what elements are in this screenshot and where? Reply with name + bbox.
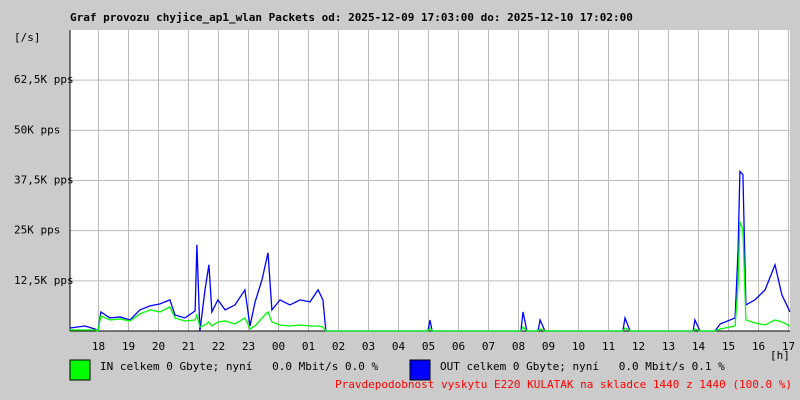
- legend-swatch: [69, 359, 91, 381]
- x-tick-label: 06: [452, 340, 465, 353]
- annotation: Pravdepodobnost vyskytu E220 KULATAK na …: [335, 378, 792, 391]
- x-tick-label: 16: [752, 340, 765, 353]
- x-tick-label: 08: [512, 340, 525, 353]
- x-tick-label: 21: [182, 340, 195, 353]
- series-line: [70, 221, 791, 332]
- legend-label: OUT celkem 0 Gbyte; nyní 0.0 Mbit/s 0.1 …: [440, 360, 725, 373]
- x-tick-label: 20: [152, 340, 165, 353]
- x-tick-label: 04: [392, 340, 406, 353]
- x-tick-label: 14: [692, 340, 706, 353]
- x-tick-label: 19: [122, 340, 135, 353]
- x-tick-label: 18: [92, 340, 105, 353]
- x-tick-label: 13: [662, 340, 675, 353]
- y-axis-label: [/s]: [14, 31, 41, 44]
- x-tick-label: 17: [782, 340, 795, 353]
- series-line: [69, 169, 791, 333]
- x-tick-label: 22: [212, 340, 225, 353]
- x-tick-label: 11: [602, 340, 615, 353]
- x-tick-label: 01: [302, 340, 315, 353]
- x-tick-label: 09: [542, 340, 555, 353]
- x-tick-label: 03: [362, 340, 375, 353]
- x-axis-label: [h]: [770, 349, 790, 362]
- y-tick-label: 12,5K pps: [14, 274, 74, 287]
- y-tick-label: 62,5K pps: [14, 73, 74, 86]
- x-tick-label: 10: [572, 340, 585, 353]
- x-tick-label: 12: [632, 340, 645, 353]
- legend-swatch: [409, 359, 431, 381]
- x-tick-label: 07: [482, 340, 495, 353]
- x-tick-label: 00: [272, 340, 285, 353]
- y-tick-label: 25K pps: [14, 224, 60, 237]
- x-tick-label: 05: [422, 340, 435, 353]
- x-tick-label: 02: [332, 340, 345, 353]
- y-tick-label: 37,5K pps: [14, 174, 74, 187]
- y-tick-label: 50K pps: [14, 123, 60, 136]
- x-tick-label: 23: [242, 340, 255, 353]
- x-tick-label: 15: [722, 340, 735, 353]
- legend-label: IN celkem 0 Gbyte; nyní 0.0 Mbit/s 0.0 %: [100, 360, 379, 373]
- chart-title: Graf provozu chyjice_ap1_wlan Packets od…: [70, 11, 633, 24]
